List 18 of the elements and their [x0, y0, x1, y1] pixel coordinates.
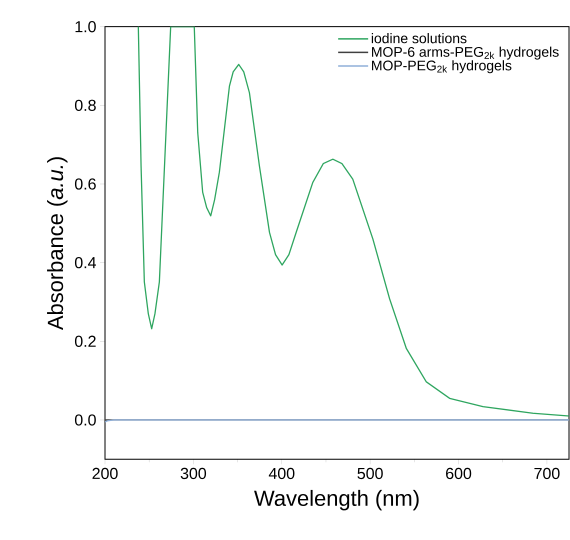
x-tick-label: 500 — [357, 468, 383, 480]
x-tick-label: 700 — [534, 468, 560, 480]
x-tick-label: 400 — [268, 468, 294, 480]
x-tick-label: 200 — [92, 468, 118, 480]
y-tick-label: 0.4 — [74, 257, 96, 268]
y-tick-label: 0.0 — [74, 414, 96, 426]
legend-label: MOP-PEG$_{2k}$ hydrogels — [372, 60, 512, 74]
y-axis-title: Absorbance (a.u.) — [47, 157, 68, 330]
x-axis-title: Wavelength (nm) — [254, 490, 419, 510]
legend-label: iodine solutions — [372, 33, 466, 44]
y-tick-label: 0.2 — [74, 336, 96, 347]
y-tick-label: 0.8 — [74, 100, 96, 111]
line-series — [138, 26, 570, 417]
y-tick-label: 1.0 — [76, 21, 96, 32]
x-tick-label: 600 — [446, 468, 472, 480]
x-tick-label: 300 — [180, 468, 206, 480]
y-tick-label: 0.6 — [74, 178, 96, 190]
legend-label: MOP-6 arms-PEG$_{2k}$ hydrogels — [372, 46, 559, 60]
